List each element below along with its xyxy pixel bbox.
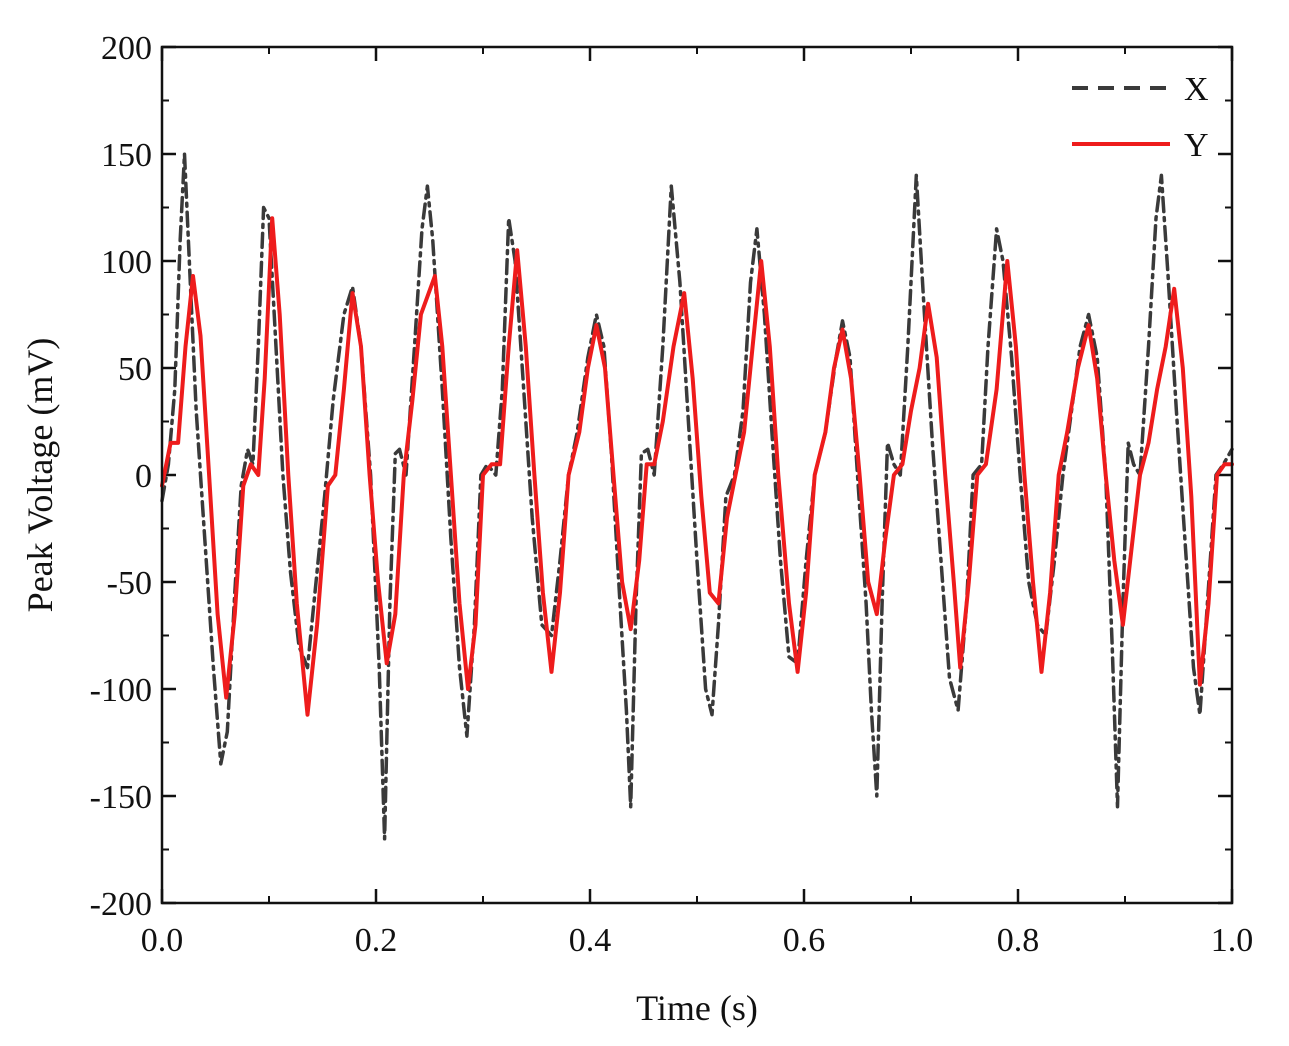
y-tick-label: -150 <box>90 779 152 816</box>
y-tick-labels: 200 150 100 50 0 -50 -100 -150 -200 <box>90 30 152 923</box>
series-layer <box>160 152 1234 841</box>
y-tick-label: -50 <box>107 565 152 602</box>
x-tick-label: 1.0 <box>1211 922 1254 959</box>
x-axis-title: Time (s) <box>636 988 758 1028</box>
y-tick-label: -100 <box>90 672 152 709</box>
x-tick-label: 0.8 <box>997 922 1040 959</box>
series-line-y <box>160 216 1234 717</box>
y-tick-label: 50 <box>118 351 152 388</box>
y-axis-title: Peak Voltage (mV) <box>20 338 60 613</box>
x-tick-label: 0.2 <box>355 922 398 959</box>
y-tick-label: 0 <box>135 458 152 495</box>
y-tick-label: -200 <box>90 886 152 923</box>
legend-label-x: X <box>1184 71 1209 108</box>
legend: X Y <box>1072 71 1209 164</box>
x-tick-label: 0.0 <box>141 922 184 959</box>
series-line-x <box>160 152 1234 841</box>
y-tick-label: 150 <box>101 137 152 174</box>
tick-marks <box>160 45 1234 905</box>
y-tick-label: 100 <box>101 244 152 281</box>
x-tick-labels: 0.0 0.2 0.4 0.6 0.8 1.0 <box>141 922 1254 959</box>
plot-frame <box>160 45 1234 905</box>
legend-label-y: Y <box>1184 127 1209 164</box>
x-tick-label: 0.6 <box>783 922 826 959</box>
y-tick-label: 200 <box>101 30 152 67</box>
x-tick-label: 0.4 <box>569 922 612 959</box>
